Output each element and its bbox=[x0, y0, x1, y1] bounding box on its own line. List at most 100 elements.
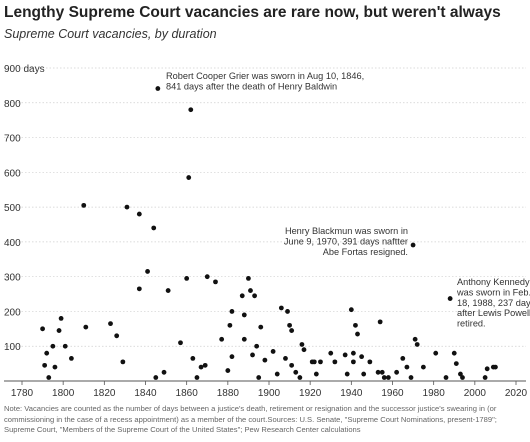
data-point bbox=[348, 307, 354, 313]
annotation-line: June 9, 1970, 391 days naftter bbox=[284, 236, 408, 246]
x-tick-label: 2020 bbox=[505, 388, 528, 399]
data-point bbox=[256, 375, 262, 380]
x-tick-label: 1860 bbox=[176, 388, 199, 399]
data-point bbox=[161, 369, 167, 375]
data-point bbox=[484, 366, 490, 372]
data-point bbox=[252, 293, 257, 299]
chart-title: Lengthy Supreme Court vacancies are rare… bbox=[4, 4, 501, 21]
data-point bbox=[219, 336, 225, 342]
x-tick-label: 1900 bbox=[258, 388, 281, 399]
data-point bbox=[239, 293, 245, 299]
data-point bbox=[293, 369, 299, 375]
x-tick-label: 1880 bbox=[217, 388, 240, 399]
data-point bbox=[420, 364, 426, 370]
annotation-text: Robert Cooper Grier was sworn in Aug 10,… bbox=[166, 71, 364, 91]
x-tick-label: 1940 bbox=[340, 388, 363, 399]
y-tick-label: 500 bbox=[4, 203, 21, 214]
data-point bbox=[124, 204, 130, 210]
data-point bbox=[313, 371, 319, 377]
y-tick-label: 800 bbox=[4, 99, 21, 110]
data-point bbox=[379, 369, 385, 375]
data-point bbox=[136, 286, 142, 292]
data-point bbox=[381, 375, 387, 380]
data-point bbox=[258, 324, 264, 330]
data-point bbox=[50, 343, 56, 349]
x-axis-ticks: 1780 1800 1820 1840 1860 1880 1900 1920 1940 1960… bbox=[11, 381, 528, 399]
data-point bbox=[353, 322, 358, 328]
x-tick-label: 1960 bbox=[381, 388, 404, 399]
data-point bbox=[394, 369, 400, 375]
data-point bbox=[318, 359, 323, 365]
data-point bbox=[108, 321, 113, 327]
data-point bbox=[194, 375, 200, 380]
x-tick-label: 1800 bbox=[52, 388, 75, 399]
y-tick-label: 600 bbox=[4, 168, 21, 179]
y-tick-label: 200 bbox=[4, 307, 21, 318]
data-point bbox=[377, 319, 383, 325]
data-point bbox=[153, 375, 159, 380]
data-point bbox=[270, 349, 276, 354]
annotation-line: retired. bbox=[457, 319, 486, 329]
data-point bbox=[83, 324, 89, 330]
data-point bbox=[359, 354, 365, 360]
x-tick-label: 2000 bbox=[464, 388, 487, 399]
annotation-line: Anthony Kennedy bbox=[457, 277, 530, 287]
data-point bbox=[447, 296, 453, 301]
data-point bbox=[350, 359, 356, 365]
data-point bbox=[493, 364, 498, 370]
data-point bbox=[278, 305, 284, 311]
data-point bbox=[165, 288, 171, 293]
data-point bbox=[52, 364, 58, 370]
data-point bbox=[184, 276, 190, 281]
data-point bbox=[145, 269, 150, 274]
data-point bbox=[241, 336, 247, 342]
data-point bbox=[361, 371, 367, 377]
data-point bbox=[289, 362, 295, 368]
data-point bbox=[332, 359, 338, 365]
data-point bbox=[227, 322, 233, 328]
x-tick-label: 1920 bbox=[299, 388, 322, 399]
y-tick-label: 100 bbox=[4, 342, 21, 353]
data-point bbox=[155, 86, 161, 91]
data-point bbox=[40, 326, 45, 332]
y-tick-label: 400 bbox=[4, 238, 21, 249]
data-point bbox=[453, 361, 459, 367]
data-point bbox=[301, 347, 307, 353]
x-tick-label: 1780 bbox=[11, 388, 34, 399]
chart-subtitle: Supreme Court vacancies, by duration bbox=[4, 27, 217, 41]
data-point bbox=[410, 242, 416, 248]
data-point bbox=[248, 288, 253, 293]
data-point bbox=[412, 336, 418, 342]
data-point bbox=[460, 375, 465, 380]
data-point bbox=[443, 375, 449, 380]
data-point bbox=[250, 352, 255, 358]
annotation-line: was sworn in Feb. bbox=[456, 287, 530, 297]
data-point bbox=[482, 375, 488, 380]
data-point bbox=[328, 350, 334, 356]
data-point bbox=[458, 371, 463, 377]
x-tick-label: 1820 bbox=[93, 388, 116, 399]
data-point bbox=[408, 375, 414, 380]
y-axis-ticks: 100 200 300 400 500 600 700 800 900 days bbox=[4, 64, 45, 353]
data-point bbox=[62, 343, 68, 349]
data-point bbox=[81, 202, 87, 208]
data-point bbox=[311, 359, 317, 365]
data-point bbox=[289, 328, 295, 333]
data-point bbox=[204, 274, 210, 280]
data-point bbox=[254, 343, 260, 349]
data-point bbox=[433, 350, 439, 356]
data-point bbox=[69, 355, 74, 361]
data-point bbox=[246, 276, 251, 281]
source-note: Note: Vacancies are counted as the numbe… bbox=[4, 404, 497, 435]
annotation-text: Henry Blackmun was sworn in June 9, 1970,… bbox=[284, 226, 408, 257]
data-point bbox=[42, 362, 48, 368]
data-point bbox=[58, 316, 64, 321]
data-point bbox=[213, 279, 218, 285]
data-point bbox=[367, 359, 373, 365]
scatter-plot: 100 200 300 400 500 600 700 800 900 days 1780 180… bbox=[4, 64, 530, 399]
y-axis-unit-label: 900 days bbox=[4, 64, 45, 75]
data-point bbox=[190, 355, 196, 361]
data-point bbox=[44, 350, 50, 356]
annotation-line: Robert Cooper Grier was sworn in Aug 10,… bbox=[166, 71, 364, 81]
data-point bbox=[355, 331, 360, 337]
